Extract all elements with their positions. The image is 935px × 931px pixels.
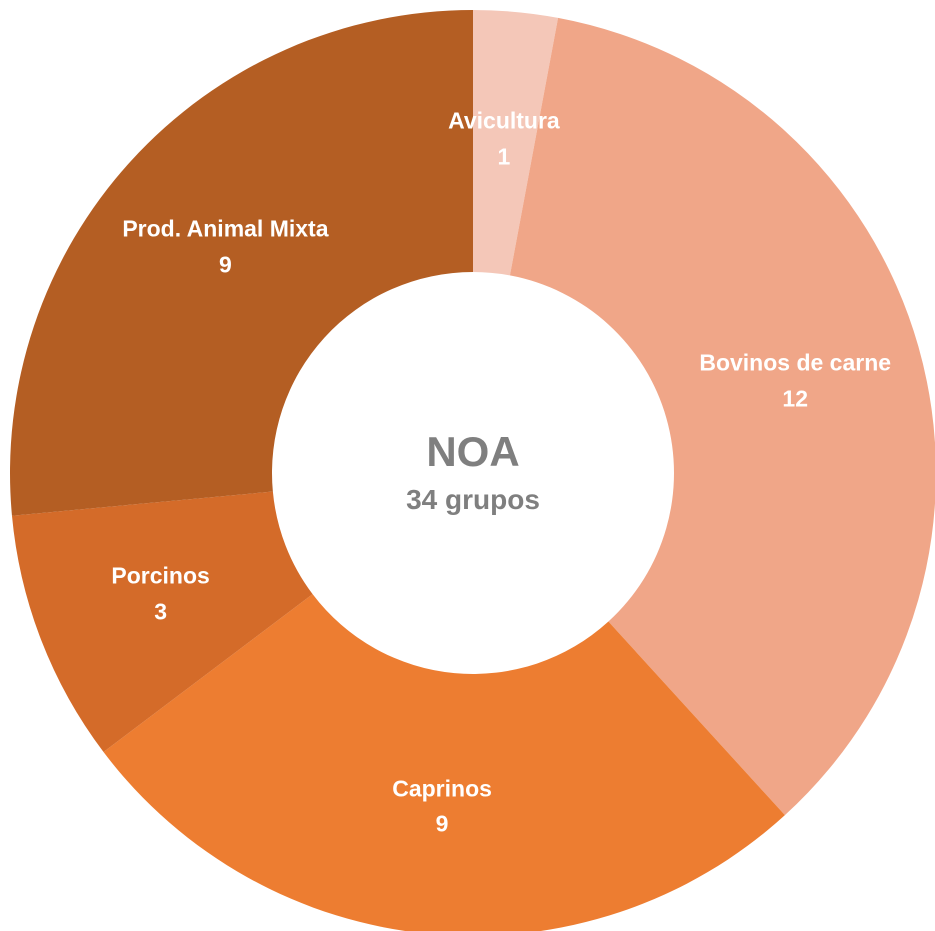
slice-category: Caprinos xyxy=(392,774,492,801)
slice-category: Prod. Animal Mixta xyxy=(122,215,329,242)
slice-label: Prod. Animal Mixta 9 xyxy=(120,212,330,283)
donut-slice xyxy=(509,17,935,816)
slice-category: Avicultura xyxy=(448,107,560,134)
slice-value: 3 xyxy=(154,598,167,625)
slice-category: Bovinos de carne xyxy=(699,349,892,376)
slice-label: Avicultura 1 xyxy=(399,104,609,175)
slice-value: 9 xyxy=(219,251,232,278)
donut-slice xyxy=(473,10,559,276)
slice-category: Porcinos xyxy=(111,562,210,589)
slice-value: 9 xyxy=(435,810,449,837)
donut-slice xyxy=(9,10,473,516)
slice-label: Porcinos 3 xyxy=(56,558,266,629)
slice-value: 12 xyxy=(782,385,808,412)
center-title: NOA xyxy=(426,428,520,475)
slice-label: Caprinos 9 xyxy=(337,771,547,842)
donut-slice xyxy=(103,594,785,931)
slice-value: 1 xyxy=(497,143,511,170)
center-subtitle: 34 grupos xyxy=(406,484,540,515)
slice-label: Bovinos de carne 12 xyxy=(690,346,900,417)
donut-slice xyxy=(11,491,313,753)
